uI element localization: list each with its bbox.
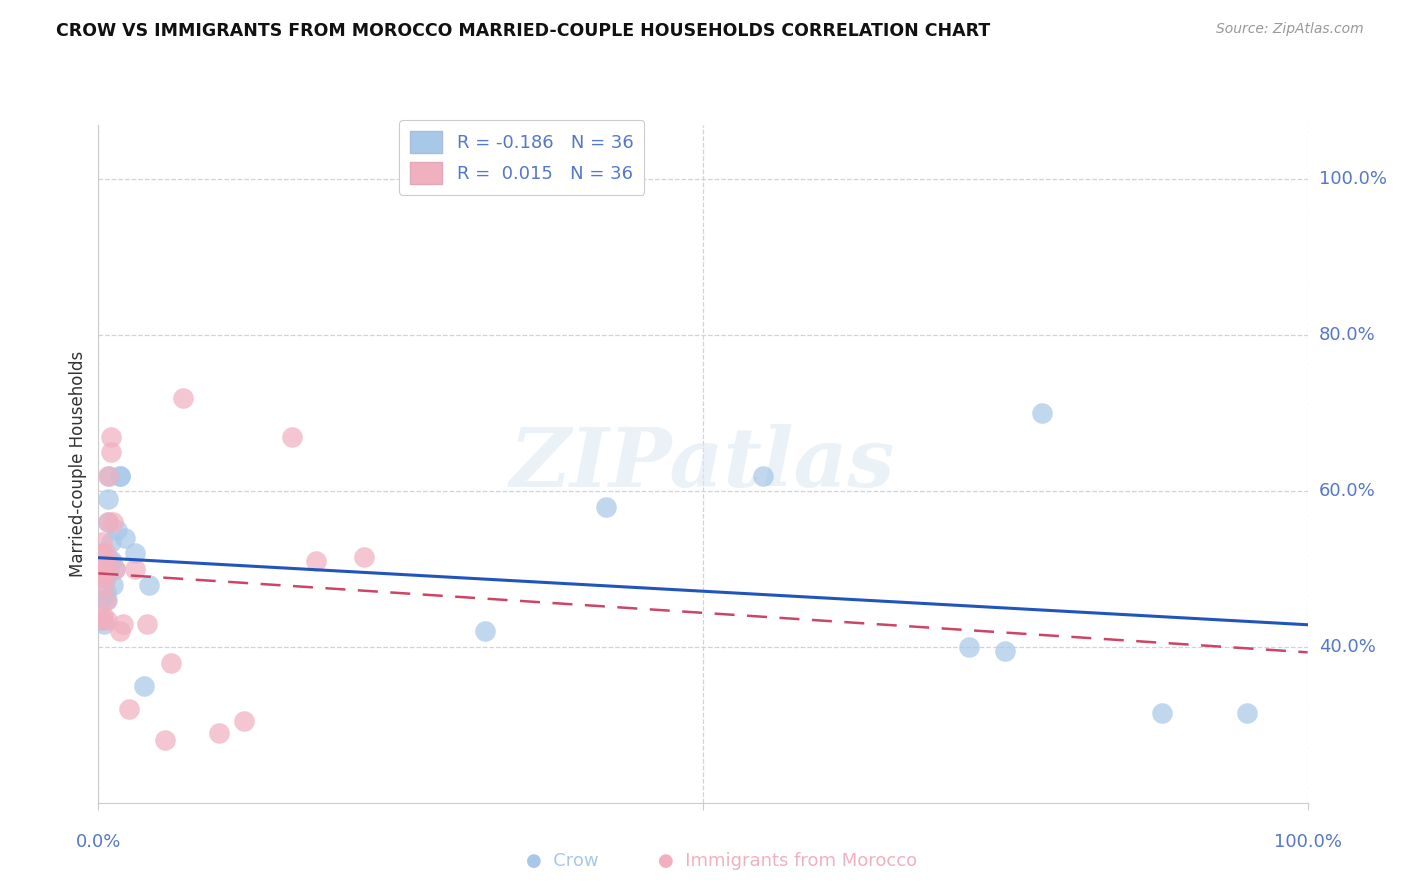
Legend: R = -0.186   N = 36, R =  0.015   N = 36: R = -0.186 N = 36, R = 0.015 N = 36 [399, 120, 644, 195]
Point [114, 531, 136, 545]
Point [100, 554, 122, 568]
Point [94, 593, 117, 607]
Point [91, 608, 114, 623]
Text: ZIPatlas: ZIPatlas [510, 424, 896, 504]
Point [124, 562, 146, 576]
Point [172, 391, 194, 405]
Point [1031, 406, 1053, 420]
Point [153, 733, 176, 747]
Point [93, 616, 115, 631]
Point [105, 523, 128, 537]
Point [104, 562, 127, 576]
Point [108, 468, 131, 483]
Point [100, 445, 122, 459]
Point [111, 616, 134, 631]
Point [134, 679, 156, 693]
Point [124, 546, 146, 560]
Point [93, 558, 115, 573]
Point [752, 468, 775, 483]
Point [100, 429, 122, 443]
Point [100, 534, 122, 549]
Text: CROW VS IMMIGRANTS FROM MOROCCO MARRIED-COUPLE HOUSEHOLDS CORRELATION CHART: CROW VS IMMIGRANTS FROM MOROCCO MARRIED-… [56, 22, 990, 40]
Text: 60.0%: 60.0% [1319, 482, 1375, 500]
Point [1152, 706, 1174, 721]
Point [135, 616, 157, 631]
Point [96, 613, 118, 627]
Point [91, 550, 114, 565]
Text: 100.0%: 100.0% [1319, 170, 1386, 188]
Point [1236, 706, 1258, 721]
Point [100, 554, 122, 568]
Point [108, 468, 131, 483]
Point [91, 534, 114, 549]
Text: 40.0%: 40.0% [1319, 638, 1375, 656]
Point [108, 624, 131, 639]
Point [94, 570, 117, 584]
Point [232, 714, 254, 728]
Text: ●  Crow: ● Crow [526, 852, 599, 870]
Point [101, 577, 124, 591]
Point [93, 570, 115, 584]
Point [91, 546, 114, 560]
Point [305, 554, 328, 568]
Point [91, 593, 114, 607]
Point [101, 516, 124, 530]
Point [93, 554, 115, 568]
Text: 100.0%: 100.0% [1274, 833, 1341, 851]
Point [353, 550, 375, 565]
Point [994, 644, 1017, 658]
Point [97, 491, 120, 506]
Point [118, 702, 141, 716]
Text: 0.0%: 0.0% [76, 833, 121, 851]
Point [208, 725, 231, 739]
Point [91, 562, 114, 576]
Point [91, 570, 114, 584]
Point [94, 585, 117, 599]
Point [93, 554, 115, 568]
Point [474, 624, 496, 639]
Point [89, 554, 111, 568]
Point [138, 577, 160, 591]
Point [89, 613, 111, 627]
Point [90, 570, 112, 584]
Y-axis label: Married-couple Households: Married-couple Households [69, 351, 87, 577]
Point [94, 546, 117, 560]
Point [281, 429, 304, 443]
Point [91, 613, 114, 627]
Point [97, 468, 120, 483]
Point [96, 593, 118, 607]
Point [957, 640, 980, 654]
Point [595, 500, 617, 514]
Point [104, 562, 127, 576]
Point [90, 558, 112, 573]
Point [91, 546, 114, 560]
Point [90, 562, 112, 576]
Point [90, 550, 112, 565]
Point [160, 656, 183, 670]
Text: ●  Immigrants from Morocco: ● Immigrants from Morocco [658, 852, 917, 870]
Point [93, 577, 115, 591]
Text: 80.0%: 80.0% [1319, 326, 1375, 344]
Text: Source: ZipAtlas.com: Source: ZipAtlas.com [1216, 22, 1364, 37]
Point [97, 516, 120, 530]
Point [98, 468, 121, 483]
Point [89, 562, 111, 576]
Point [97, 516, 120, 530]
Point [96, 562, 118, 576]
Point [91, 546, 114, 560]
